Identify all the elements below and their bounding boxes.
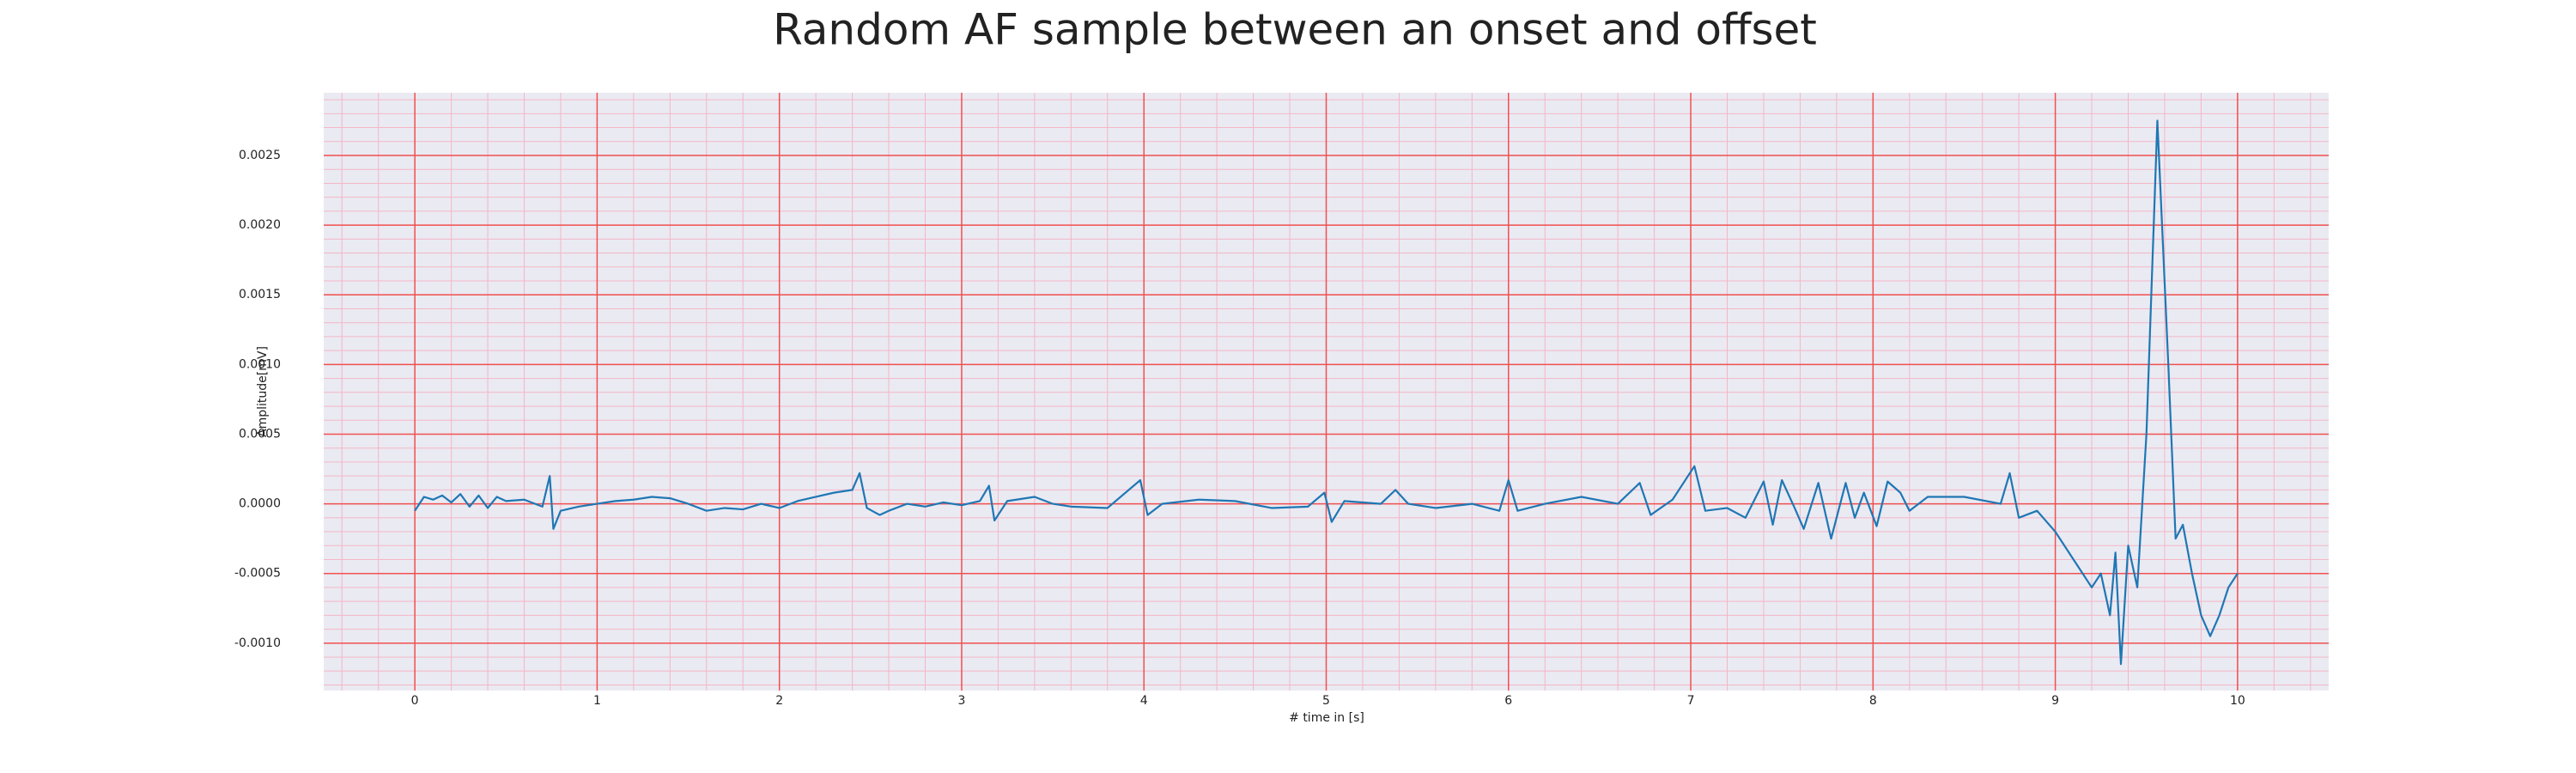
x-tick-label: 6 (1504, 694, 1512, 708)
y-axis-label: Amplitude[mV] (256, 346, 270, 437)
x-tick-label: 10 (2230, 694, 2245, 708)
y-tick-label: 0.0005 (239, 427, 281, 441)
y-tick-label: -0.0010 (234, 636, 281, 650)
chart-title: Random AF sample between an onset and of… (773, 5, 1817, 55)
x-tick-label: 9 (2051, 694, 2059, 708)
x-axis-label: # time in [s] (1289, 711, 1364, 725)
y-tick-label: -0.0005 (234, 567, 281, 581)
y-tick-label: 0.0025 (239, 149, 281, 162)
x-tick-label: 2 (775, 694, 783, 708)
y-tick-label: 0.0015 (239, 288, 281, 301)
marks (414, 119, 2239, 666)
x-tick-label: 3 (957, 694, 965, 708)
y-tick-label: 0.0020 (239, 218, 281, 232)
x-tick-label: 4 (1140, 694, 1148, 708)
y-tick-label: 0.0000 (239, 497, 281, 511)
x-tick-label: 7 (1687, 694, 1695, 708)
y-tick-label: 0.0010 (239, 357, 281, 371)
data-line (414, 119, 2239, 666)
grid (324, 93, 2329, 691)
x-tick-label: 0 (411, 694, 419, 708)
x-tick-label: 1 (593, 694, 601, 708)
x-tick-label: 5 (1322, 694, 1330, 708)
x-tick-label: 8 (1869, 694, 1877, 708)
